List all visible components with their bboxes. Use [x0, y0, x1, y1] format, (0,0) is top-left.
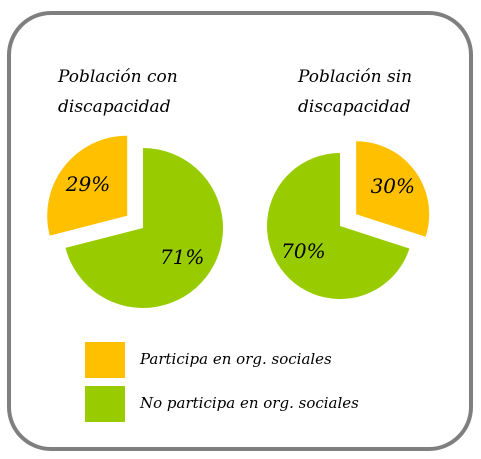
legend-label: No participa en org. sociales	[139, 394, 359, 412]
legend-label: Participa en org. sociales	[139, 350, 332, 368]
legend-swatch	[85, 342, 125, 378]
data-label: 71%	[160, 245, 204, 269]
legend-swatch	[85, 386, 125, 422]
chart-title: Población sin discapacidad	[298, 67, 413, 117]
data-label: 70%	[281, 239, 325, 263]
chart-title: Población con discapacidad	[58, 67, 178, 117]
pie-slice	[267, 153, 410, 299]
data-label: 29%	[65, 172, 110, 196]
frame	[7, 11, 473, 451]
data-label: 30%	[371, 174, 415, 198]
pie-slice	[356, 141, 430, 237]
pie-slice	[65, 148, 224, 308]
pie-slice	[47, 135, 128, 236]
